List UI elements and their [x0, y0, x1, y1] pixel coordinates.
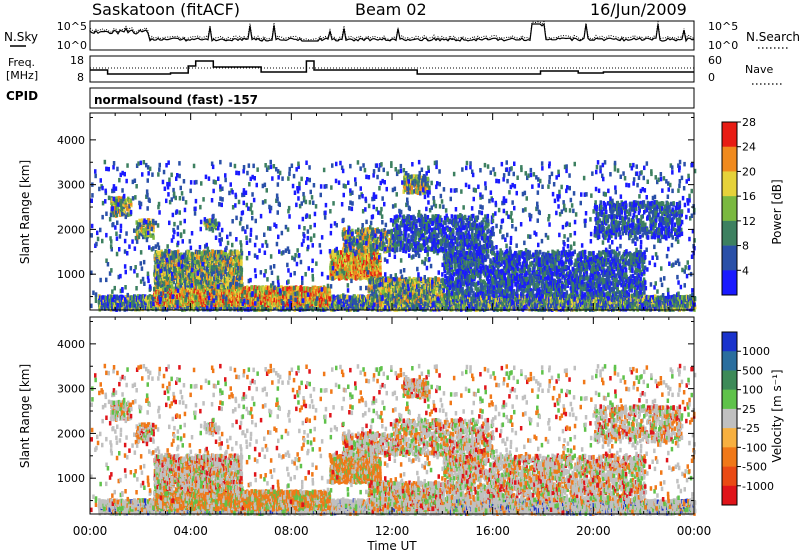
freq-left-label-1: Freq. — [8, 56, 35, 69]
freq-panel-frame — [90, 56, 694, 82]
noise-traces — [90, 22, 694, 41]
freq-left-tick-bottom: 8 — [77, 71, 84, 84]
noise-right-tick-bottom: 10^0 — [708, 39, 738, 52]
noise-right-label: N.Search — [746, 30, 800, 44]
station-title: Saskatoon (fitACF) — [92, 0, 240, 19]
nave-label: Nave — [745, 63, 773, 76]
noise-left-tick-bottom: 10^0 — [57, 39, 87, 52]
noise-right-tick-top: 10^5 — [708, 20, 738, 33]
noise-left-tick-top: 10^5 — [57, 20, 87, 33]
freq-left-tick-top: 18 — [70, 54, 84, 67]
radar-summary-plot: Saskatoon (fitACF) Beam 02 16/Jun/2009 N… — [0, 0, 800, 554]
noise-panel-frame — [90, 21, 694, 50]
power-heatmap — [90, 160, 696, 312]
freq-left-label-2: [MHz] — [6, 69, 38, 82]
noise-left-label: N.Sky — [4, 30, 38, 44]
freq-right-tick-top: 60 — [708, 54, 722, 67]
beam-title: Beam 02 — [355, 0, 427, 19]
freq-traces — [90, 61, 694, 74]
noise-search-trace — [90, 22, 694, 40]
cpid-value: normalsound (fast) -157 — [94, 93, 258, 107]
freq-right-tick-bottom: 0 — [708, 71, 715, 84]
date-title: 16/Jun/2009 — [590, 0, 687, 19]
cpid-label: CPID — [6, 89, 38, 103]
